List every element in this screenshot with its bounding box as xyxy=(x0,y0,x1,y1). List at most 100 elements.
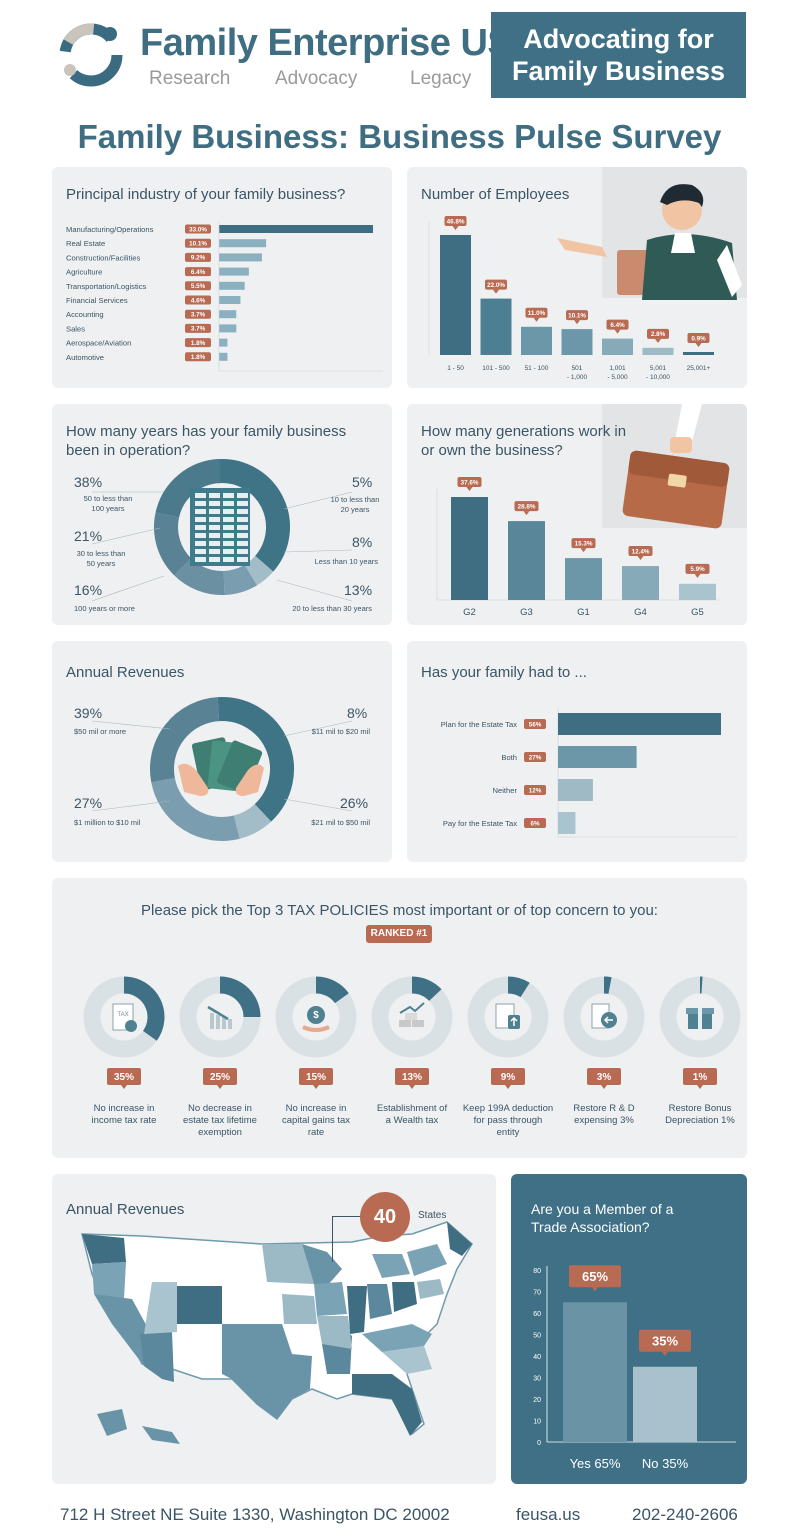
estate-pct-badge-text: 56% xyxy=(529,721,542,728)
employees-pct-badge-text: 22.0% xyxy=(487,282,505,289)
member-pct-badge-text: 35% xyxy=(652,1333,678,1348)
employees-bar xyxy=(683,352,714,355)
industry-pct-badge-text: 10.1% xyxy=(189,240,207,247)
estate-pct-badge: 12% xyxy=(524,785,546,795)
icon-part xyxy=(307,1006,325,1024)
member-xlabel: Yes 65% xyxy=(570,1456,621,1471)
member-pct-badge: 35% xyxy=(639,1329,691,1356)
revenues-pct-1: 8% xyxy=(347,705,368,721)
footer-phone[interactable]: 202-240-2606 xyxy=(632,1505,738,1524)
icon-part xyxy=(125,1020,137,1032)
years-pct-0: 38% xyxy=(74,474,103,490)
industry-pct-badge-text: 1.8% xyxy=(191,340,206,347)
tax-document-icon: TAX xyxy=(112,1003,137,1032)
industry-label: Transportation/Logistics xyxy=(66,282,147,291)
building-window xyxy=(195,501,206,506)
footer-website[interactable]: feusa.us xyxy=(516,1505,581,1524)
employees-pct-badge-pointer xyxy=(655,338,661,343)
businessman-illustration xyxy=(557,184,742,300)
tax-policy-label: for pass through xyxy=(474,1115,543,1126)
us-map xyxy=(81,1221,473,1444)
icon-part: TAX xyxy=(117,1012,128,1018)
generations-pct-badge-bg xyxy=(628,546,653,557)
industry-label: Real Estate xyxy=(66,239,105,248)
estate-chart: 56% Plan for the Estate Tax 27% Both 12% Neit… xyxy=(441,707,737,838)
icon-part xyxy=(216,1015,220,1029)
estate-pct-badge-text: 12% xyxy=(529,787,542,794)
years-pct-1: 5% xyxy=(352,474,373,490)
tagline-advocacy: Advocacy xyxy=(275,68,358,89)
estate-pct-badge: 56% xyxy=(524,719,546,729)
member-ytick: 10 xyxy=(533,1419,541,1426)
years-pct-5: 21% xyxy=(74,528,103,544)
employees-xlabel: 1 - 50 xyxy=(447,365,464,372)
tagline-research: Research xyxy=(149,68,231,89)
briefcase-illustration xyxy=(622,404,730,529)
tax-pct-badge-pointer xyxy=(121,1085,127,1089)
revenues-leader-line xyxy=(283,798,353,812)
tax-pct-badge-text: 15% xyxy=(306,1072,326,1083)
industry-bar xyxy=(219,281,245,290)
tax-pct-badge-text: 3% xyxy=(597,1072,612,1083)
generations-xlabel: G5 xyxy=(691,607,704,618)
industry-label: Accounting xyxy=(66,310,104,319)
employees-bar xyxy=(480,298,512,355)
revenues-leader-line xyxy=(283,720,353,737)
employees-xlabel: 101 - 500 xyxy=(482,365,510,372)
industry-pct-badge-text: 3.7% xyxy=(191,326,206,333)
states-count-connector xyxy=(332,1216,362,1217)
generations-chart: 37.6% G2 28.8% G3 15.3% G1 12.4% G4 5.9% G5 xyxy=(436,477,719,618)
icon-part xyxy=(603,1016,613,1024)
receipt-arrow-icon xyxy=(591,1003,617,1029)
industry-bar xyxy=(219,324,237,333)
years-title-line2: been in operation? xyxy=(66,442,191,459)
member-pct-badge-pointer xyxy=(592,1287,598,1292)
industry-chart: Manufacturing/Operations 33.0% Real Estate… xyxy=(66,222,383,372)
years-leader-line xyxy=(283,491,353,510)
industry-bar xyxy=(219,225,373,233)
employees-pct-badge-bg xyxy=(566,310,588,321)
revenues-label-3: $1 million to $10 mil xyxy=(74,818,141,827)
years-leader-line xyxy=(276,579,353,602)
employees-xlabel: 1,001 xyxy=(609,365,626,372)
employees-bar xyxy=(440,235,471,355)
building-window xyxy=(223,533,234,538)
industry-pct-badge-bg xyxy=(185,252,211,262)
industry-pct-badge-bg xyxy=(185,267,211,277)
industry-card: Principal industry of your family busine… xyxy=(52,167,392,388)
industry-label: Construction/Facilities xyxy=(66,253,140,262)
employees-xlabel: 51 - 100 xyxy=(525,365,549,372)
years-title: How many years has your family business … xyxy=(66,422,346,460)
generations-pct-badge: 28.8% xyxy=(514,501,539,516)
industry-pct-badge: 33.0% xyxy=(185,224,211,234)
estate-pct-badge: 6% xyxy=(524,818,546,828)
building-window xyxy=(195,533,206,538)
estate-bar xyxy=(558,746,637,768)
banner-line2: Family Business xyxy=(511,56,726,86)
employees-pct-badge: 2.8% xyxy=(647,328,669,343)
employees-card: Number of Employees 46.8% 1 - 50 22.0% 101 … xyxy=(407,167,747,388)
employees-pct-badge-bg xyxy=(444,216,467,226)
employees-title: Number of Employees xyxy=(421,186,570,203)
years-label-5a: 30 to less than xyxy=(76,549,126,558)
tax-pct-badge-bg xyxy=(203,1068,237,1085)
industry-pct-badge-bg xyxy=(185,295,211,305)
tax-pct-badge: 35% xyxy=(107,1068,141,1089)
generations-xlabel: G2 xyxy=(463,607,476,618)
generations-pct-badge-pointer xyxy=(580,548,587,553)
generations-title: How many generations work in or own the … xyxy=(421,422,626,460)
years-label-1a: 10 to less than xyxy=(330,495,380,504)
building-window xyxy=(195,493,206,498)
industry-pct-badge: 9.2% xyxy=(185,252,211,262)
industry-pct-badge: 3.7% xyxy=(185,309,211,319)
page-title: Family Business: Business Pulse Survey xyxy=(77,118,722,155)
footer-address: 712 H Street NE Suite 1330, Washington D… xyxy=(60,1505,450,1524)
building-window xyxy=(237,517,248,522)
estate-pct-badge: 27% xyxy=(524,752,546,762)
industry-pct-badge: 1.8% xyxy=(185,352,211,362)
building-window xyxy=(223,509,234,514)
tax-pct-badge-text: 9% xyxy=(501,1072,516,1083)
estate-label: Plan for the Estate Tax xyxy=(441,720,517,729)
icon-part xyxy=(399,1020,411,1027)
icon-part xyxy=(210,1013,214,1029)
